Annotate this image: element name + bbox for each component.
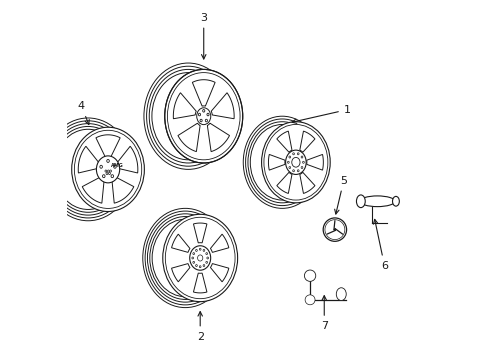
Ellipse shape <box>336 288 346 301</box>
Ellipse shape <box>288 156 290 158</box>
Ellipse shape <box>297 170 299 172</box>
Polygon shape <box>117 146 138 173</box>
Polygon shape <box>112 177 134 203</box>
Polygon shape <box>306 154 323 170</box>
Polygon shape <box>193 273 206 293</box>
Ellipse shape <box>72 127 144 212</box>
Text: 1: 1 <box>291 105 350 123</box>
Ellipse shape <box>301 167 302 168</box>
Text: 3: 3 <box>200 13 207 59</box>
Ellipse shape <box>164 69 242 163</box>
Polygon shape <box>78 146 99 173</box>
Polygon shape <box>210 264 228 282</box>
Ellipse shape <box>191 257 193 259</box>
Ellipse shape <box>195 265 197 266</box>
Polygon shape <box>171 264 189 282</box>
Ellipse shape <box>189 246 210 270</box>
Ellipse shape <box>206 113 209 116</box>
Ellipse shape <box>106 159 109 162</box>
Ellipse shape <box>287 161 288 163</box>
Ellipse shape <box>203 249 204 251</box>
Polygon shape <box>173 93 196 119</box>
Ellipse shape <box>199 248 201 250</box>
Ellipse shape <box>192 261 194 263</box>
Polygon shape <box>193 223 206 243</box>
Ellipse shape <box>297 153 299 155</box>
Ellipse shape <box>288 167 290 168</box>
Ellipse shape <box>292 153 294 155</box>
Ellipse shape <box>205 119 207 122</box>
Ellipse shape <box>163 214 237 302</box>
Text: 6: 6 <box>373 219 387 271</box>
Ellipse shape <box>359 196 394 207</box>
Circle shape <box>323 218 346 241</box>
Ellipse shape <box>199 266 201 268</box>
Text: 2: 2 <box>196 312 203 342</box>
Text: AMG: AMG <box>110 163 123 168</box>
Circle shape <box>304 270 315 282</box>
Polygon shape <box>178 123 200 152</box>
Ellipse shape <box>202 109 204 112</box>
Polygon shape <box>276 131 291 152</box>
Ellipse shape <box>100 165 102 168</box>
Ellipse shape <box>392 197 399 206</box>
Text: 7: 7 <box>320 296 327 331</box>
Text: 5: 5 <box>334 176 346 214</box>
Polygon shape <box>299 131 314 152</box>
Polygon shape <box>276 172 291 193</box>
Ellipse shape <box>205 261 207 263</box>
Ellipse shape <box>195 249 197 251</box>
Ellipse shape <box>200 119 202 122</box>
Polygon shape <box>299 172 314 193</box>
Ellipse shape <box>198 113 200 116</box>
Polygon shape <box>210 234 228 252</box>
Polygon shape <box>171 234 189 252</box>
Ellipse shape <box>203 265 204 266</box>
Ellipse shape <box>301 156 302 158</box>
Ellipse shape <box>292 170 294 172</box>
Circle shape <box>305 295 314 305</box>
Circle shape <box>333 229 335 230</box>
Polygon shape <box>207 123 229 152</box>
Polygon shape <box>82 177 104 203</box>
Ellipse shape <box>285 150 305 175</box>
Ellipse shape <box>205 253 207 255</box>
Polygon shape <box>211 93 234 119</box>
Ellipse shape <box>192 253 194 255</box>
Ellipse shape <box>261 122 329 203</box>
Ellipse shape <box>206 257 208 259</box>
Ellipse shape <box>356 195 365 208</box>
Ellipse shape <box>113 165 116 168</box>
Ellipse shape <box>111 175 113 178</box>
Text: 4: 4 <box>78 101 89 125</box>
Polygon shape <box>192 80 215 106</box>
Polygon shape <box>96 135 120 157</box>
Ellipse shape <box>302 161 304 163</box>
Ellipse shape <box>102 175 105 178</box>
Ellipse shape <box>196 108 210 125</box>
Ellipse shape <box>96 156 120 183</box>
Polygon shape <box>268 154 285 170</box>
